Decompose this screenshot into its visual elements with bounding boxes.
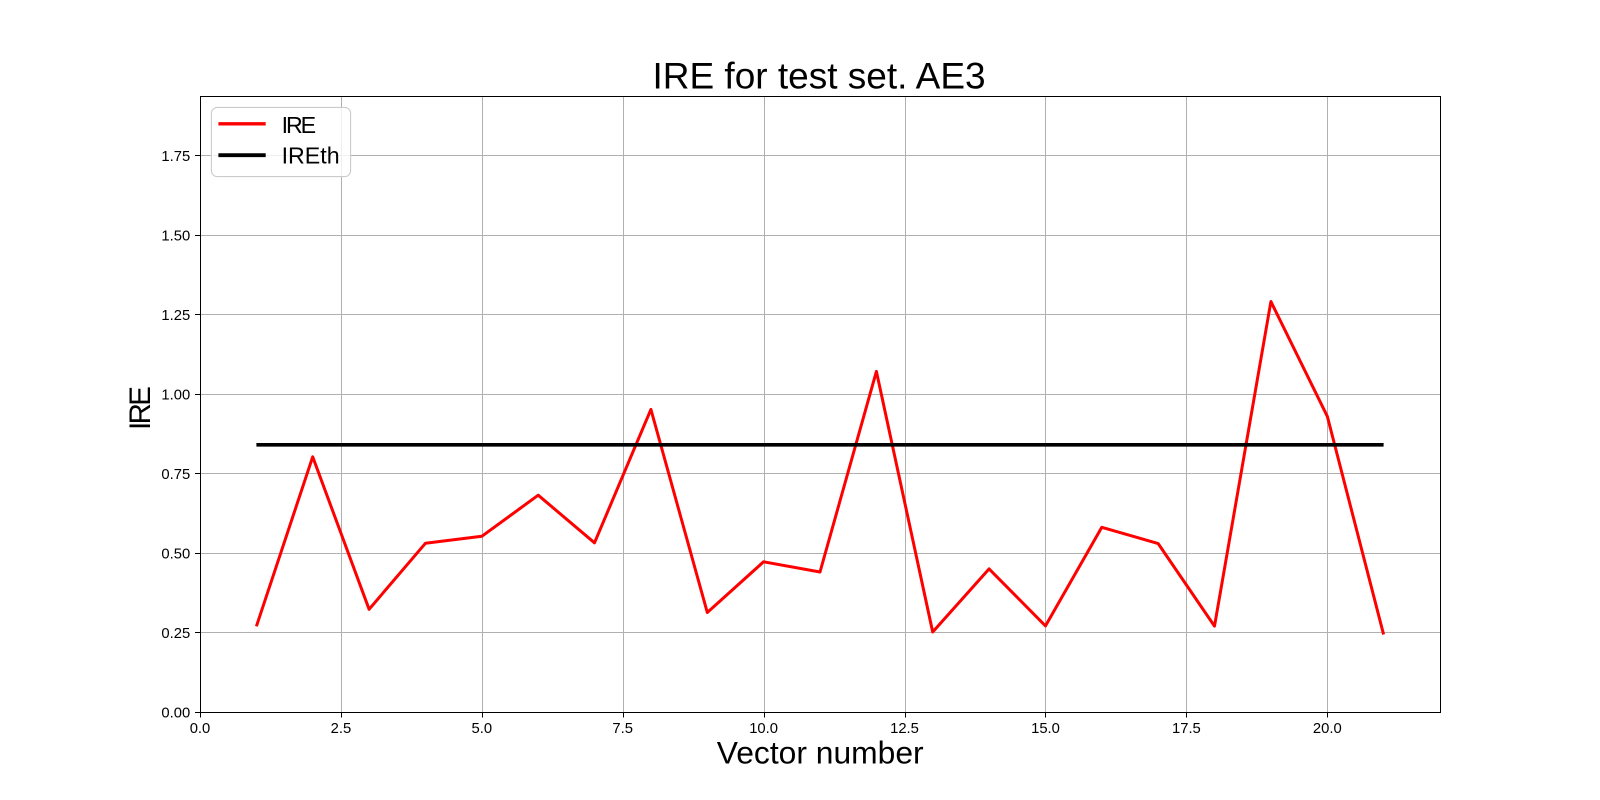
svg-text:IRE for test set. AE3: IRE for test set. AE3: [652, 55, 985, 96]
svg-text:0.00: 0.00: [161, 706, 190, 722]
svg-text:1.75: 1.75: [161, 149, 190, 165]
svg-text:IRE: IRE: [282, 112, 317, 138]
svg-text:Vector number: Vector number: [717, 735, 924, 771]
svg-text:15.0: 15.0: [1031, 721, 1060, 737]
svg-text:0.75: 0.75: [161, 467, 190, 483]
svg-text:17.5: 17.5: [1172, 721, 1201, 737]
svg-text:20.0: 20.0: [1313, 721, 1342, 737]
svg-text:0.0: 0.0: [190, 721, 211, 737]
svg-text:2.5: 2.5: [331, 721, 352, 737]
svg-text:IRE: IRE: [124, 386, 157, 430]
svg-text:0.25: 0.25: [161, 626, 190, 642]
svg-text:1.00: 1.00: [161, 388, 190, 404]
svg-text:1.25: 1.25: [161, 308, 190, 324]
svg-text:5.0: 5.0: [472, 721, 493, 737]
svg-text:10.0: 10.0: [749, 721, 778, 737]
svg-text:1.50: 1.50: [161, 229, 190, 245]
svg-text:IREth: IREth: [282, 142, 340, 168]
svg-text:0.50: 0.50: [161, 547, 190, 563]
svg-text:7.5: 7.5: [612, 721, 633, 737]
svg-text:12.5: 12.5: [890, 721, 919, 737]
